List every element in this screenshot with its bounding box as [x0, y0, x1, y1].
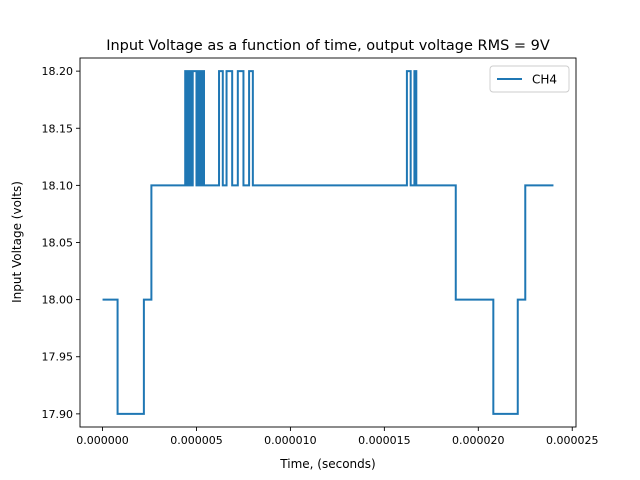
- x-axis-label: Time, (seconds): [279, 457, 375, 471]
- y-tick-label: 18.05: [42, 237, 74, 250]
- legend-label-ch4: CH4: [532, 73, 557, 87]
- x-axis-ticks: 0.000000 0.000005 0.000010 0.000015 0.000020…: [76, 427, 598, 447]
- series-line-ch4: [102, 70, 554, 415]
- x-tick-label: 0.000005: [170, 434, 223, 447]
- y-tick-label: 17.90: [42, 408, 74, 421]
- x-tick-label: 0.000015: [358, 434, 411, 447]
- y-tick-label: 18.00: [42, 294, 74, 307]
- y-tick-label: 17.95: [42, 351, 74, 364]
- y-axis-ticks: 17.90 17.95 18.00 18.05 18.10 18.15 18.20: [42, 65, 80, 421]
- y-tick-label: 18.20: [42, 65, 74, 78]
- series-layer: [102, 70, 554, 415]
- y-tick-label: 18.15: [42, 122, 74, 135]
- y-axis-label: Input Voltage (volts): [10, 181, 24, 303]
- x-tick-label: 0.000000: [76, 434, 129, 447]
- legend-box: [489, 65, 570, 93]
- x-tick-label: 0.000025: [546, 434, 599, 447]
- plot-area: [102, 70, 554, 415]
- x-tick-label: 0.000020: [452, 434, 505, 447]
- chart-title: Input Voltage as a function of time, out…: [106, 38, 550, 54]
- legend: CH4: [489, 65, 570, 93]
- x-tick-label: 0.000010: [264, 434, 317, 447]
- y-tick-label: 18.10: [42, 179, 74, 192]
